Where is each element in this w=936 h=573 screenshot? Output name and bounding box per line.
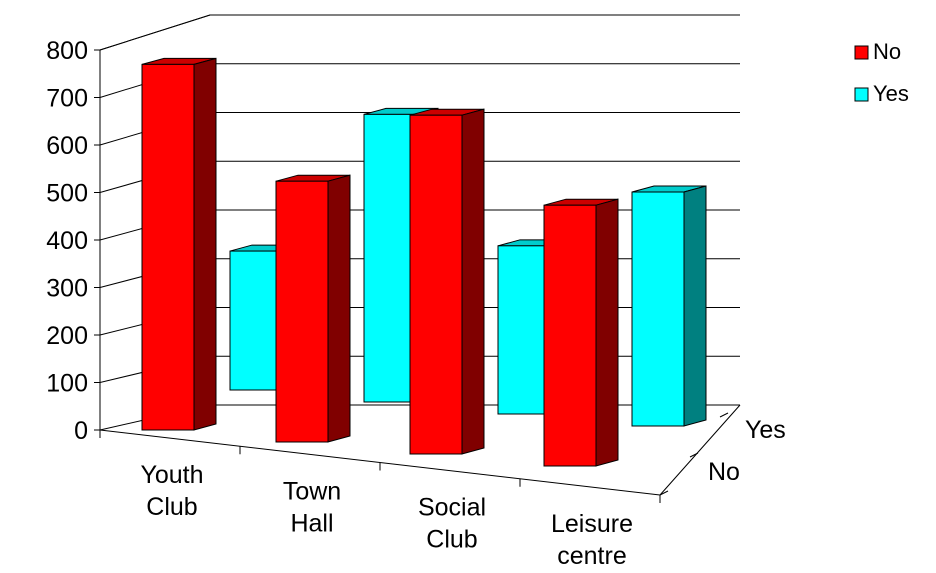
depth-axis-labels: Yes No [708,416,786,486]
bar-yes-3 [631,185,707,427]
bar-front-face [275,180,329,443]
bar-no-1 [275,174,351,443]
category-label-line: Town [283,477,341,505]
depth-tick-mark [659,490,669,496]
bars [141,57,707,467]
bar-no-3 [543,198,619,467]
y-tick-label: 600 [46,132,88,160]
category-label-line: Club [426,526,477,554]
bar-no-2 [409,108,485,455]
bar-front-face [141,63,195,431]
legend: No Yes [854,39,909,106]
category-label-line: Youth [140,461,203,489]
bar-front-face [363,113,417,403]
y-tick-label: 200 [46,322,88,350]
bar-side-face [327,174,351,443]
category-label-line: Social [418,494,486,522]
bar-side-face [461,108,485,455]
x-axis-category-labels: Youth Club Town Hall Social Club Leisure… [140,461,633,570]
category-label-line: Leisure [551,510,633,538]
bar-front-face [543,204,597,467]
bar-side-face [683,185,707,427]
legend-label-yes: Yes [873,81,909,106]
bar-front-face [497,245,551,415]
y-tick-label: 0 [74,417,88,445]
legend-swatch-yes [854,87,869,102]
category-label-line: centre [557,542,626,570]
legend-label-no: No [873,39,901,64]
bar-front-face [631,191,685,427]
depth-label: Yes [745,416,786,444]
bar-side-face [595,198,619,467]
wall-top-edge [99,14,740,51]
y-tick-label: 100 [46,370,88,398]
category-label-line: Club [146,493,197,521]
depth-label: No [708,458,740,486]
bar-front-face [229,250,283,391]
y-tick-label: 700 [46,85,88,113]
y-tick-label: 400 [46,227,88,255]
bar-no-0 [141,57,217,431]
depth-tick-mark [719,412,729,418]
bar-side-face [193,57,217,431]
bar-front-face [409,114,463,455]
depth-tick-mark [689,452,699,458]
y-tick-label: 300 [46,275,88,303]
gridline [99,14,740,51]
depth-axis-line [659,404,741,496]
y-axis-tick-labels: 0 100 200 300 400 500 600 700 800 [46,37,88,445]
category-label-line: Hall [290,509,333,537]
y-tick-label: 800 [46,37,88,65]
legend-swatch-no [854,45,869,60]
y-tick-label: 500 [46,180,88,208]
